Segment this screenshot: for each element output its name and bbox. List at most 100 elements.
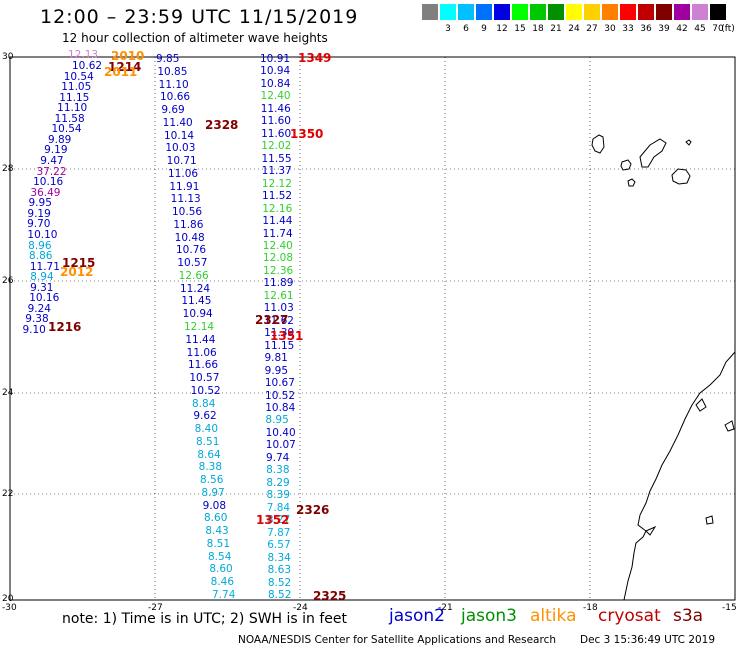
wave-height-value: 12.36 (263, 264, 294, 277)
wave-height-value: 7.84 (266, 501, 291, 514)
map-area[interactable]: 10.62 10.54 11.05 11.15 11.10 11.58 10.54 9.89 9… (9, 49, 736, 603)
wave-height-value: 11.37 (261, 165, 292, 178)
wave-height-value: 9.81 (264, 352, 288, 365)
wave-height-value: 11.71 (29, 260, 60, 273)
wave-height-value: 11.74 (262, 227, 293, 240)
wave-height-value: 11.03 (263, 302, 294, 315)
wave-height-value: 11.44 (185, 333, 216, 346)
wave-height-value: 12.16 (262, 202, 293, 215)
scale-label: 3 (445, 24, 451, 34)
lon-label-m24: -24 (293, 603, 308, 613)
scale-swatch (584, 4, 600, 20)
scale-label: 15 (514, 24, 526, 34)
wave-height-value: 8.38 (198, 461, 223, 474)
scale-unit-label: (ft) (721, 24, 735, 34)
wave-height-value: 11.89 (263, 277, 294, 290)
wave-height-value: 10.54 (51, 123, 82, 136)
legend-altika: altika (530, 606, 577, 626)
wave-height-value: 9.70 (27, 218, 51, 231)
wave-height-value: 6.57 (267, 539, 291, 552)
lat-label-30: 30 (2, 52, 14, 62)
wave-height-value: 9.10 (22, 324, 46, 336)
scale-label: 39 (658, 24, 670, 34)
wave-height-value: 8.86 (29, 250, 53, 263)
wave-height-value: 8.63 (267, 564, 292, 577)
pass-number-label: 2010 (111, 49, 145, 63)
pass-number-label: 1350 (290, 127, 324, 141)
wave-height-value: 10.56 (172, 206, 203, 219)
pass-number-label: 2326 (296, 503, 330, 517)
lon-label-m21: -21 (438, 603, 453, 613)
wave-height-value: 8.38 (266, 464, 290, 477)
scale-label: 18 (532, 24, 544, 34)
wave-height-value: 8.51 (196, 435, 220, 448)
wave-height-value: 11.60 (260, 115, 291, 128)
wave-height-value: 10.52 (190, 384, 221, 397)
scale-swatch (638, 4, 654, 20)
wave-height-value: 10.66 (160, 91, 191, 104)
wave-height-value: 10.57 (189, 372, 220, 385)
scale-label: 42 (676, 24, 688, 34)
wave-height-value: 11.40 (162, 116, 193, 129)
scale-swatch (566, 4, 582, 20)
legend-s3a: s3a (673, 606, 704, 626)
wave-height-value: 10.52 (265, 389, 296, 402)
wave-height-value: 8.43 (205, 525, 229, 538)
legend-jason2: jason2 (389, 606, 445, 626)
scale-swatch (476, 4, 492, 20)
usage-note: note: 1) Time is in UTC; 2) SWH is in fe… (62, 611, 348, 627)
wave-height-value: 8.46 (210, 576, 235, 589)
wave-height-value: 8.64 (197, 448, 221, 461)
wave-height-value: 7.87 (267, 526, 291, 539)
wave-height-value: 11.06 (168, 167, 199, 180)
wave-height-value: 9.95 (28, 197, 52, 210)
wave-height-value: 9.74 (265, 451, 290, 464)
grid-lines (10, 57, 735, 600)
wave-height-value: 11.15 (264, 339, 295, 352)
wave-height-value: 9.19 (27, 207, 51, 220)
wave-height-value: 8.97 (201, 486, 225, 499)
wave-height-value: 12.02 (261, 140, 292, 153)
wave-height-value: 11.39 (264, 327, 295, 340)
wave-height-value: 10.71 (166, 155, 197, 168)
wave-height-value: 10.16 (29, 292, 60, 305)
scale-swatch (458, 4, 474, 20)
scale-swatch (656, 4, 672, 20)
wave-height-value: 12.40 (260, 90, 291, 103)
wave-height-value: 11.10 (57, 102, 88, 115)
pass-number-label: 2012 (60, 265, 94, 279)
scale-label: 21 (550, 24, 562, 34)
wave-height-value: 11.86 (173, 218, 204, 231)
wave-height-value: 8.27 (266, 514, 291, 527)
scale-label: 24 (568, 24, 580, 34)
wave-height-value: 37.22 (36, 165, 67, 178)
wave-height-value: 11.05 (61, 81, 92, 94)
wave-height-value: 9.38 (25, 313, 49, 326)
lon-label-m27: -27 (148, 603, 163, 613)
wave-height-value: 8.60 (209, 563, 233, 576)
map-canvas (9, 56, 736, 601)
wave-height-value: 10.40 (265, 426, 296, 439)
wave-height-value: 10.16 (33, 176, 64, 189)
scale-label: 45 (694, 24, 706, 34)
wave-height-value: 11.55 (261, 152, 292, 165)
lat-label-26: 26 (2, 276, 14, 286)
pass-number-label: 1351 (270, 329, 304, 343)
footer-credit: NOAA/NESDIS Center for Satellite Applica… (238, 634, 556, 646)
pass-number-label: 1214 (108, 60, 142, 74)
wave-height-value: 9.24 (27, 302, 51, 315)
footer-date: Dec 3 15:36:49 UTC 2019 (580, 634, 716, 646)
lon-label-m15: -15 (722, 603, 737, 613)
wave-height-value: 11.13 (170, 193, 201, 206)
wave-height-value: 8.40 (194, 423, 219, 436)
wave-height-value: 11.60 (261, 127, 292, 140)
wave-height-value: 8.84 (192, 397, 216, 410)
wave-height-value: 12.14 (184, 321, 215, 333)
pass-number-label: 12.13 (68, 49, 99, 61)
scale-label: 27 (586, 24, 598, 34)
lat-label-24: 24 (2, 388, 14, 398)
pass-number-label: 1352 (256, 513, 290, 527)
scale-label: 33 (622, 24, 634, 34)
scale-label: 12 (496, 24, 508, 34)
pass-number-label: 2328 (205, 118, 239, 132)
